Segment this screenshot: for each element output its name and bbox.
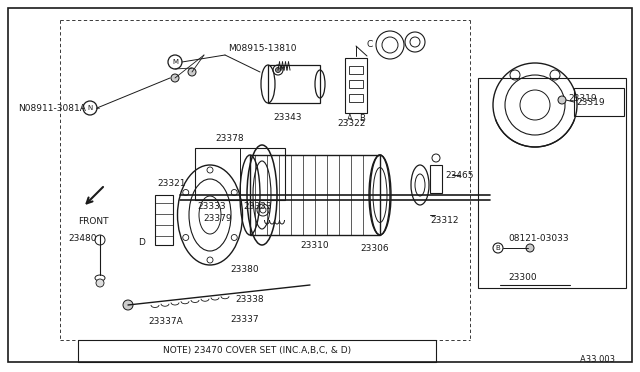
Text: B: B (495, 245, 500, 251)
Bar (478, 78, 626, 288)
Text: 23312: 23312 (430, 215, 458, 224)
Bar (574, 88, 624, 116)
Text: N: N (88, 105, 93, 111)
Text: 23319: 23319 (576, 97, 605, 106)
Text: N08911-3081A: N08911-3081A (18, 103, 86, 112)
Bar (155, 195, 173, 245)
Text: NOTE) 23470 COVER SET (INC.A,B,C, & D): NOTE) 23470 COVER SET (INC.A,B,C, & D) (163, 346, 351, 356)
Bar (349, 94, 363, 102)
Text: M08915-13810: M08915-13810 (228, 44, 296, 52)
Text: 23480: 23480 (68, 234, 97, 243)
Text: 23465: 23465 (445, 170, 474, 180)
Bar (349, 80, 363, 88)
Bar (430, 165, 442, 193)
Text: C: C (367, 39, 373, 48)
Text: 23319: 23319 (568, 93, 596, 103)
Text: 23337: 23337 (230, 315, 259, 324)
Text: 23322: 23322 (337, 119, 365, 128)
Bar (349, 66, 363, 74)
Text: 23333: 23333 (197, 202, 226, 211)
Text: 08121-03033: 08121-03033 (508, 234, 568, 243)
Circle shape (188, 68, 196, 76)
Circle shape (123, 300, 133, 310)
Text: 23306: 23306 (360, 244, 388, 253)
Text: 23333: 23333 (243, 202, 271, 211)
Bar (78, 340, 436, 362)
Text: 23343: 23343 (273, 112, 301, 122)
Bar (345, 58, 367, 113)
Text: A33 003: A33 003 (580, 356, 615, 365)
Text: B: B (359, 113, 365, 122)
Bar (195, 148, 285, 200)
Circle shape (96, 279, 104, 287)
Text: 23379: 23379 (203, 214, 232, 222)
Bar (268, 65, 320, 103)
Text: FRONT: FRONT (77, 217, 108, 225)
Text: 23300: 23300 (508, 273, 536, 282)
Text: 23310: 23310 (300, 241, 328, 250)
Text: D: D (138, 237, 145, 247)
Text: 23380: 23380 (230, 266, 259, 275)
Text: 23338: 23338 (235, 295, 264, 305)
Text: 23337A: 23337A (148, 317, 183, 327)
Circle shape (171, 74, 179, 82)
Bar (250, 155, 380, 235)
Text: M: M (172, 59, 178, 65)
Circle shape (275, 67, 280, 73)
Text: 23321: 23321 (157, 179, 186, 187)
Text: 23378: 23378 (215, 134, 244, 142)
Circle shape (558, 96, 566, 104)
Circle shape (526, 244, 534, 252)
Text: A: A (347, 113, 353, 122)
